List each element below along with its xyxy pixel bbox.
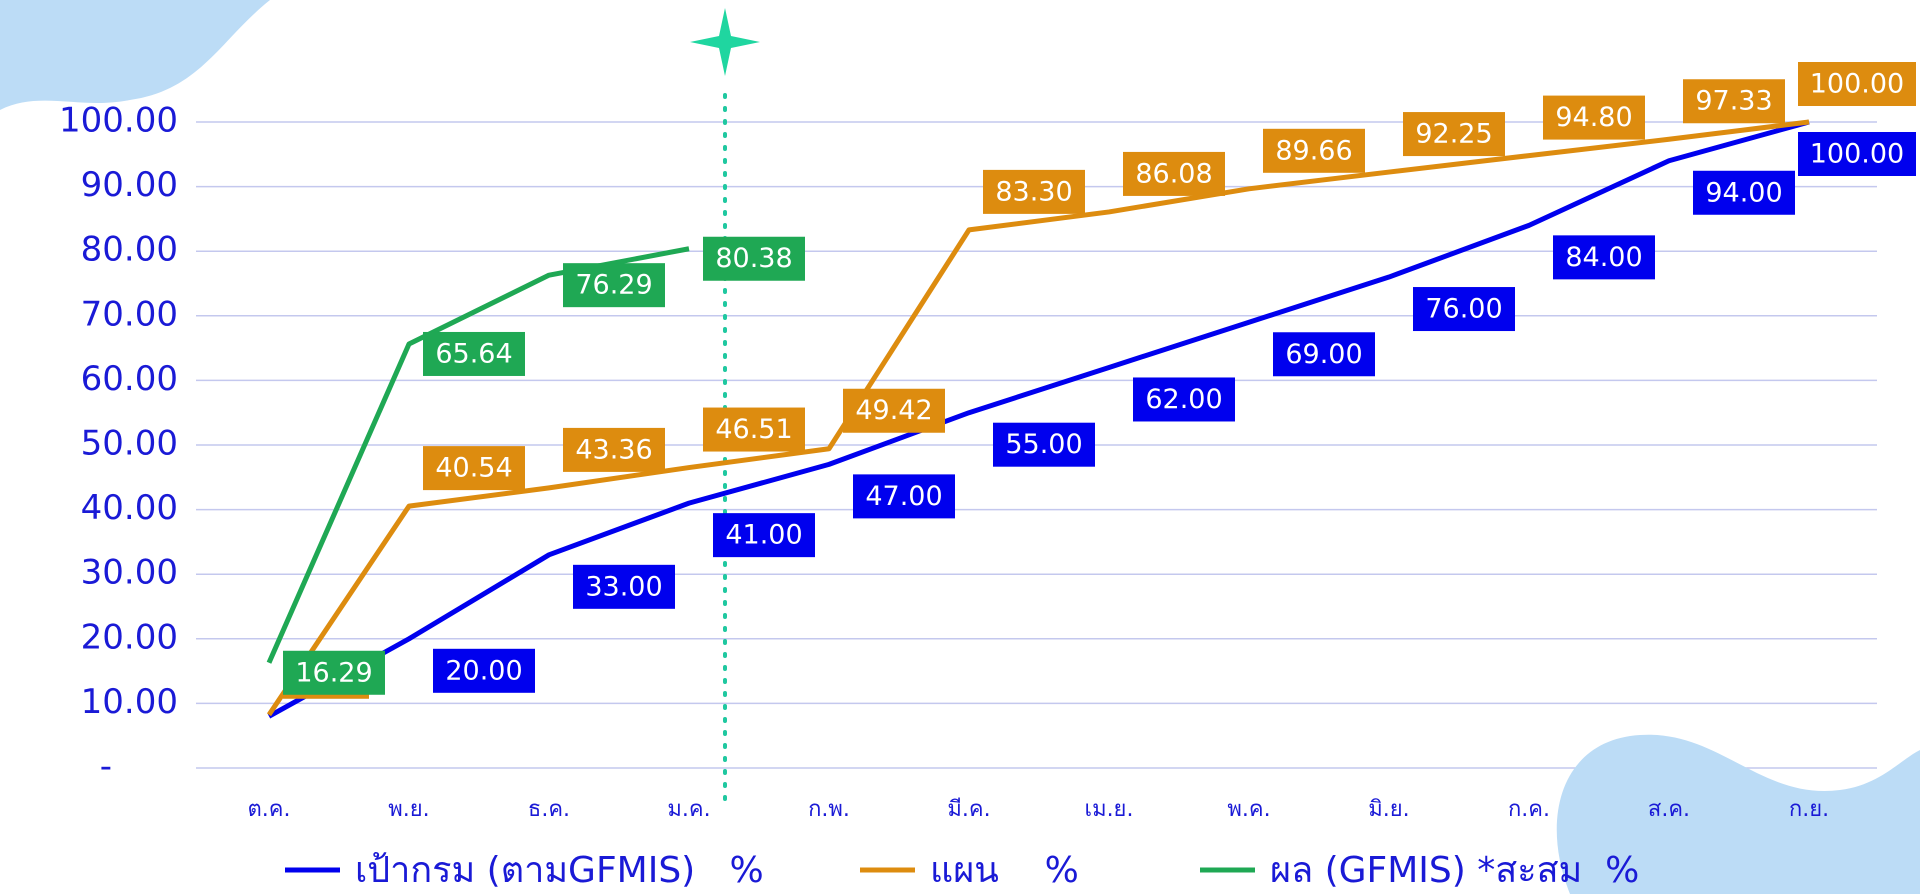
legend-label: เป้ากรม (ตามGFMIS) % <box>355 850 764 891</box>
x-tick-label: ธ.ค. <box>528 797 570 822</box>
data-label: 55.00 <box>1005 429 1082 460</box>
data-label: 47.00 <box>865 481 942 512</box>
star-icon <box>690 8 760 76</box>
x-tick-label: ก.ค. <box>1508 797 1550 822</box>
data-label: 84.00 <box>1565 242 1642 273</box>
y-tick-label: 60.00 <box>81 359 178 399</box>
x-tick-label: เม.ย. <box>1085 797 1134 822</box>
x-tick-label: ก.ย. <box>1789 797 1829 822</box>
data-label: 69.00 <box>1285 339 1362 370</box>
x-tick-label: ส.ค. <box>1648 797 1690 822</box>
data-label: 97.33 <box>1695 86 1772 117</box>
data-label: 76.29 <box>575 270 652 301</box>
data-label: 43.36 <box>575 434 652 465</box>
data-label: 33.00 <box>585 571 662 602</box>
y-tick-label: 30.00 <box>81 553 178 593</box>
data-label: 92.25 <box>1415 119 1492 150</box>
data-label: 100.00 <box>1810 139 1904 170</box>
data-label: 20.00 <box>445 655 522 686</box>
y-tick-label: 70.00 <box>81 294 178 334</box>
x-tick-label: มิ.ย. <box>1368 797 1409 822</box>
legend: เป้ากรม (ตามGFMIS) % แผน % ผล (GFMIS) *สะส… <box>285 850 1639 891</box>
y-tick-label: 40.00 <box>81 488 178 528</box>
x-tick-label: พ.ค. <box>1227 797 1270 822</box>
chart: เป้ากรม (ตามGFMIS) % แผน % ผล (GFMIS) *สะส… <box>0 0 1920 894</box>
x-tick-label: พ.ย. <box>388 797 429 822</box>
x-tick-label: ม.ค. <box>667 797 710 822</box>
data-label: 76.00 <box>1425 294 1502 325</box>
data-label: 62.00 <box>1145 384 1222 415</box>
legend-label: แผน % <box>930 850 1079 891</box>
y-tick-label: 100.00 <box>59 101 178 141</box>
data-label: 16.29 <box>295 657 372 688</box>
y-tick-label: 20.00 <box>81 617 178 657</box>
data-label: 94.80 <box>1555 102 1632 133</box>
y-tick-label: 10.00 <box>81 682 178 722</box>
y-tick-label: 50.00 <box>81 424 178 464</box>
y-tick-label: 90.00 <box>81 165 178 205</box>
data-label: 49.42 <box>855 395 932 426</box>
data-label: 80.38 <box>715 243 792 274</box>
data-label: 100.00 <box>1810 69 1904 100</box>
x-tick-label: ก.พ. <box>808 797 850 822</box>
x-tick-label: ต.ค. <box>248 797 291 822</box>
data-label: 40.54 <box>435 453 512 484</box>
data-label: 89.66 <box>1275 135 1352 166</box>
data-label: 86.08 <box>1135 158 1212 189</box>
decor-blob <box>0 0 270 110</box>
y-tick-label: - <box>100 747 112 787</box>
data-label: 46.51 <box>715 414 792 445</box>
y-tick-label: 80.00 <box>81 230 178 270</box>
data-label: 83.30 <box>995 176 1072 207</box>
data-label: 41.00 <box>725 520 802 551</box>
data-label: 94.00 <box>1705 177 1782 208</box>
data-label: 65.64 <box>435 338 512 369</box>
legend-label: ผล (GFMIS) *สะสม % <box>1270 850 1639 891</box>
x-tick-label: มี.ค. <box>947 797 990 822</box>
